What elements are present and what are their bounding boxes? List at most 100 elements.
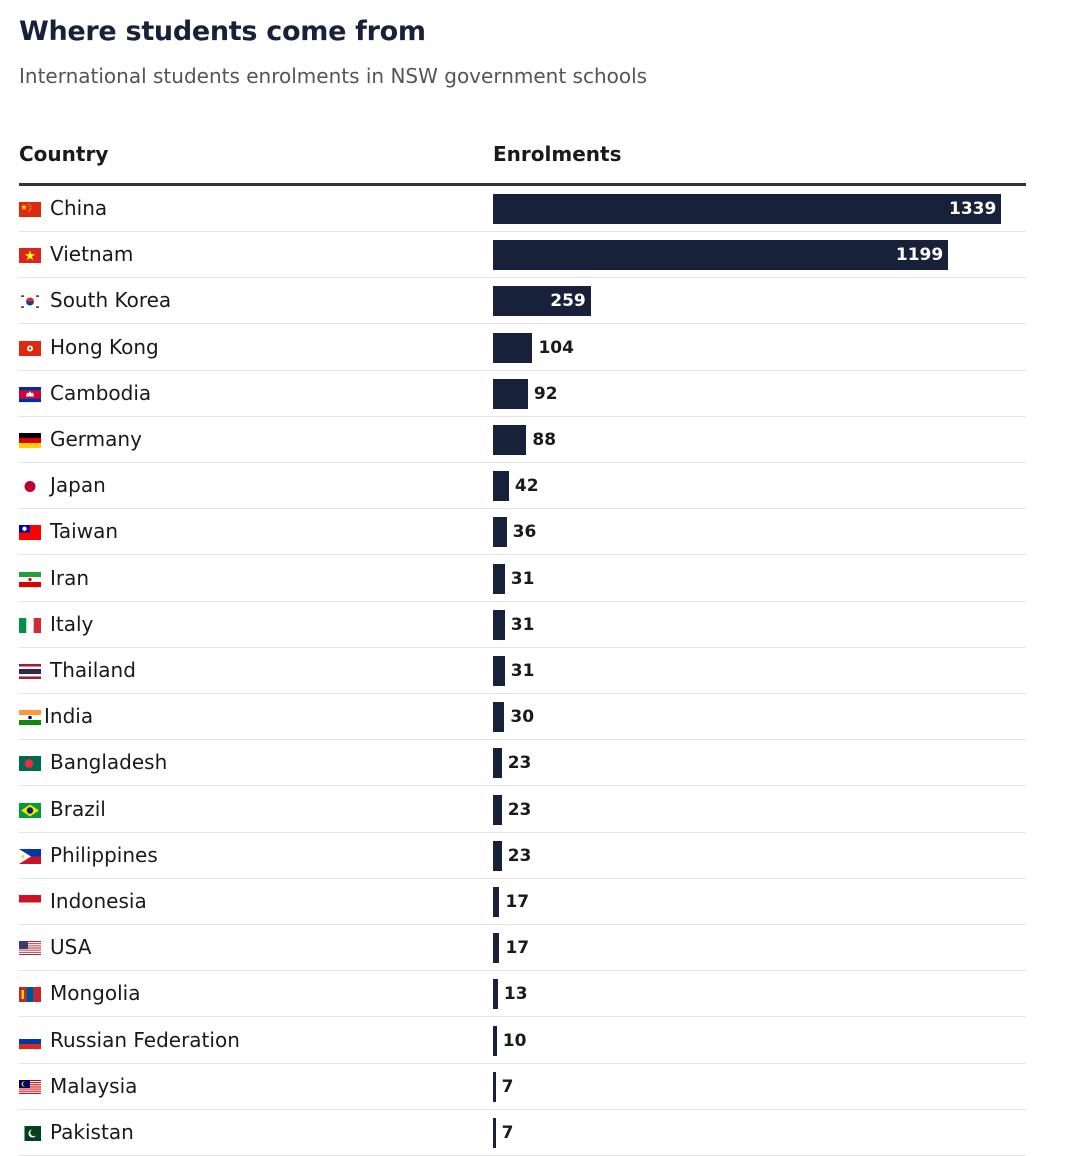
bar-value-label: 30 bbox=[510, 707, 535, 728]
chart-title: Where students come from bbox=[19, 16, 426, 47]
iran-flag-icon bbox=[19, 571, 41, 587]
vietnam-flag-icon bbox=[19, 248, 41, 264]
bar-china bbox=[493, 194, 1001, 224]
bar-usa bbox=[493, 933, 500, 964]
country-label: Italy bbox=[50, 611, 94, 636]
table-row: Vietnam 1199 bbox=[19, 232, 1026, 279]
bar-thailand bbox=[493, 656, 505, 686]
country-label: Philippines bbox=[50, 842, 158, 867]
table-row: Cambodia 92 bbox=[19, 371, 1026, 417]
bar-value-label: 10 bbox=[502, 1030, 527, 1051]
bar-value-label: 23 bbox=[507, 753, 532, 774]
country-label: Cambodia bbox=[50, 380, 152, 405]
country-label: China bbox=[50, 196, 108, 220]
country-label: Malaysia bbox=[50, 1073, 138, 1098]
bar-value-label: 259 bbox=[550, 291, 586, 312]
bar-value-label: 7 bbox=[501, 1123, 514, 1143]
bar-value-label: 23 bbox=[507, 799, 532, 820]
bar-value-label: 1199 bbox=[895, 245, 944, 266]
bar-philippines bbox=[493, 840, 502, 871]
chart-subtitle: International students enrolments in NSW… bbox=[19, 64, 648, 88]
bar-value-label: 31 bbox=[510, 661, 535, 681]
table-row: South Korea 259 bbox=[19, 278, 1026, 325]
bangladesh-flag-icon bbox=[19, 756, 41, 772]
russia-flag-icon bbox=[19, 1033, 41, 1049]
malaysia-flag-icon bbox=[19, 1079, 41, 1095]
bar-italy bbox=[493, 609, 505, 640]
column-header-country: Country bbox=[19, 142, 109, 166]
bar-value-label: 31 bbox=[510, 614, 535, 635]
bar-pakistan bbox=[493, 1118, 496, 1148]
bar-taiwan bbox=[493, 517, 507, 548]
country-label: Iran bbox=[50, 565, 90, 590]
country-label: Brazil bbox=[50, 796, 106, 821]
bar-value-label: 17 bbox=[505, 892, 530, 912]
bar-value-label: 36 bbox=[512, 522, 537, 543]
thailand-flag-icon bbox=[19, 664, 41, 679]
bar-brazil bbox=[493, 794, 502, 825]
table-row: Taiwan 36 bbox=[19, 509, 1026, 556]
philippines-flag-icon bbox=[19, 848, 41, 864]
table-row: Thailand 31 bbox=[19, 648, 1026, 694]
table-row: Brazil 23 bbox=[19, 787, 1026, 833]
table-row: Hong Kong 104 bbox=[19, 325, 1026, 371]
usa-flag-icon bbox=[19, 941, 41, 957]
table-row: Iran 31 bbox=[19, 556, 1026, 602]
country-label: Hong Kong bbox=[50, 334, 159, 359]
mongolia-flag-icon bbox=[19, 987, 41, 1003]
bar-value-label: 88 bbox=[532, 430, 557, 450]
bar-iran bbox=[493, 563, 505, 594]
country-label: Japan bbox=[50, 473, 106, 498]
bar-value-label: 13 bbox=[503, 984, 528, 1005]
bar-vietnam bbox=[493, 240, 948, 271]
table-row: Russian Federation 10 bbox=[19, 1018, 1026, 1064]
bar-bangladesh bbox=[493, 748, 502, 779]
bar-value-label: 7 bbox=[501, 1076, 514, 1097]
table-row: Malaysia 7 bbox=[19, 1064, 1026, 1110]
china-flag-icon bbox=[19, 202, 41, 217]
bar-germany bbox=[493, 425, 527, 455]
table-row: Bangladesh 23 bbox=[19, 740, 1026, 787]
country-label: Germany bbox=[50, 427, 142, 451]
country-label: Pakistan bbox=[50, 1120, 134, 1144]
bar-value-label: 31 bbox=[510, 568, 535, 589]
table-row: Pakistan 7 bbox=[19, 1110, 1026, 1156]
country-label: Vietnam bbox=[50, 242, 134, 267]
country-label: Mongolia bbox=[50, 981, 141, 1006]
bar-south-korea bbox=[493, 286, 592, 317]
germany-flag-icon bbox=[19, 433, 41, 449]
bar-mongolia bbox=[493, 979, 498, 1010]
column-header-enrolments: Enrolments bbox=[493, 142, 622, 166]
bar-value-label: 104 bbox=[538, 337, 574, 358]
country-label: Bangladesh bbox=[50, 750, 168, 775]
bar-hong-kong bbox=[493, 332, 533, 363]
bar-japan bbox=[493, 471, 509, 502]
table-row: Italy 31 bbox=[19, 602, 1026, 648]
table-row: Japan 42 bbox=[19, 463, 1026, 510]
bar-cambodia bbox=[493, 378, 528, 409]
country-label: USA bbox=[50, 935, 92, 960]
south-korea-flag-icon bbox=[19, 294, 41, 310]
bar-india bbox=[493, 702, 505, 733]
japan-flag-icon bbox=[24, 481, 36, 493]
header-rule bbox=[19, 183, 1026, 186]
country-label: South Korea bbox=[50, 288, 172, 313]
taiwan-flag-icon bbox=[19, 525, 41, 541]
italy-flag-icon bbox=[19, 617, 41, 633]
country-label: India bbox=[44, 704, 94, 729]
table-row: China 1339 bbox=[19, 186, 1026, 232]
table-row: Mongolia 13 bbox=[19, 971, 1026, 1018]
table-row: Indonesia 17 bbox=[19, 879, 1026, 925]
bar-value-label: 23 bbox=[507, 845, 532, 866]
country-label: Indonesia bbox=[50, 889, 147, 913]
bar-malaysia bbox=[493, 1071, 496, 1102]
cambodia-flag-icon bbox=[19, 386, 41, 402]
bar-russian-federation bbox=[493, 1025, 497, 1056]
bar-value-label: 17 bbox=[505, 938, 530, 959]
country-label: Russian Federation bbox=[50, 1027, 240, 1052]
table-row: India 30 bbox=[19, 694, 1026, 741]
hong-kong-flag-icon bbox=[19, 340, 41, 356]
country-label: Thailand bbox=[50, 658, 136, 682]
bar-value-label: 42 bbox=[514, 476, 539, 497]
table-row: USA 17 bbox=[19, 925, 1026, 972]
